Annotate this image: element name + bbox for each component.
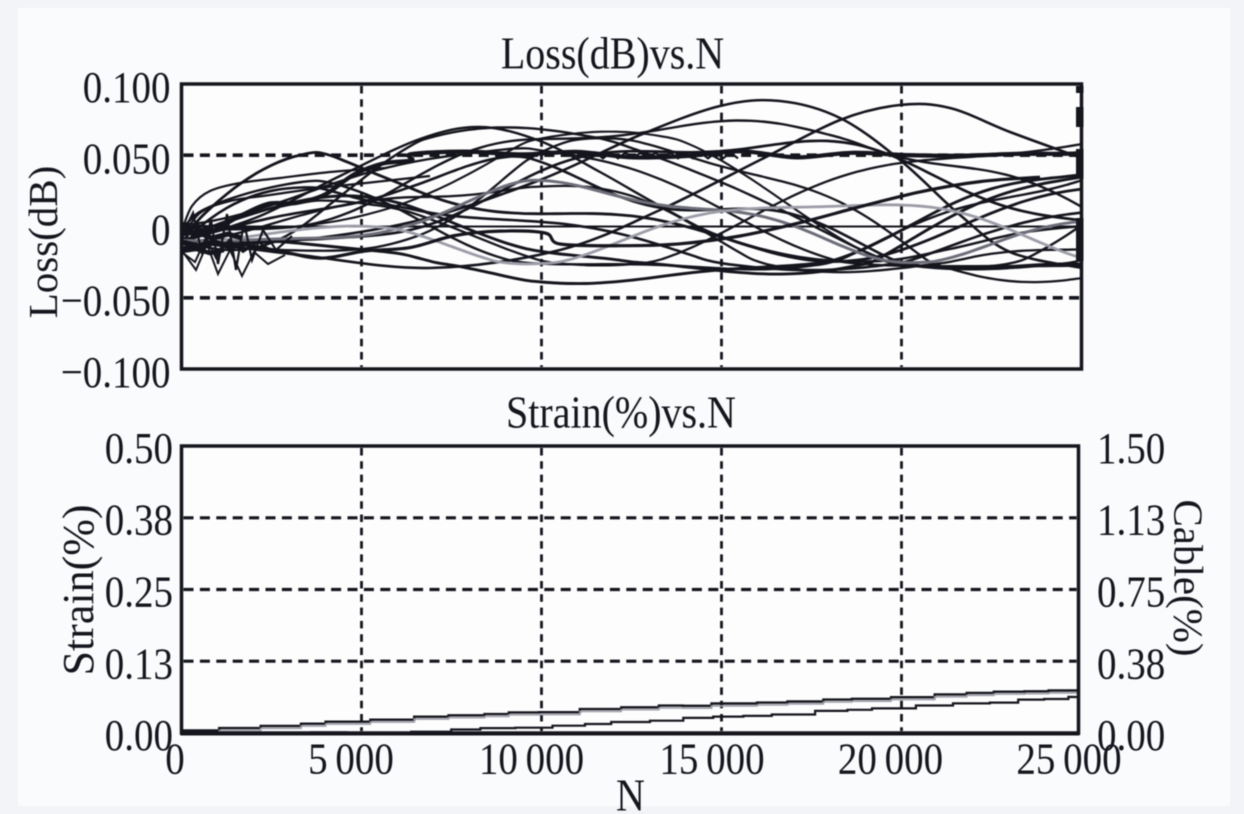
svg-text:10 000: 10 000 (479, 735, 584, 784)
svg-text:−0.100: −0.100 (61, 349, 171, 398)
svg-text:Cable(%): Cable(%) (1166, 499, 1212, 656)
svg-text:Strain(%): Strain(%) (54, 504, 103, 675)
svg-text:0.50: 0.50 (105, 425, 173, 474)
svg-text:20 000: 20 000 (838, 735, 943, 784)
svg-text:Strain(%)vs.N: Strain(%)vs.N (506, 388, 736, 438)
svg-text:0.100: 0.100 (83, 64, 171, 113)
svg-text:0.38: 0.38 (105, 496, 173, 545)
svg-text:5 000: 5 000 (308, 735, 394, 784)
svg-text:1.50: 1.50 (1097, 425, 1165, 474)
svg-text:0: 0 (151, 206, 170, 255)
svg-text:0.38: 0.38 (1097, 640, 1165, 689)
svg-text:25 000: 25 000 (1016, 735, 1121, 784)
svg-text:0.00: 0.00 (105, 712, 173, 761)
svg-text:0.00: 0.00 (1097, 712, 1165, 761)
svg-text:0.13: 0.13 (105, 640, 173, 689)
svg-text:0.25: 0.25 (105, 568, 173, 617)
svg-text:N: N (616, 771, 645, 814)
svg-text:0: 0 (165, 735, 184, 784)
svg-text:−0.050: −0.050 (61, 277, 171, 326)
svg-text:Loss(dB): Loss(dB) (20, 166, 66, 319)
svg-text:0.75: 0.75 (1097, 568, 1165, 617)
svg-text:0.050: 0.050 (83, 135, 171, 184)
svg-text:1.13: 1.13 (1097, 496, 1165, 545)
svg-text:Loss(dB)vs.N: Loss(dB)vs.N (501, 29, 724, 79)
svg-text:15 000: 15 000 (659, 735, 764, 784)
